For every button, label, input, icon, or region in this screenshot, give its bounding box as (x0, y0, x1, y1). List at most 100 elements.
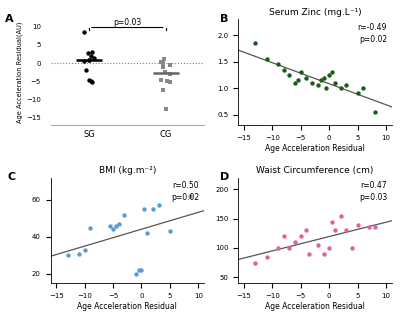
Point (354, 222, 361, 227)
Point (343, 228, 350, 233)
Point (332, 228, 338, 233)
Point (144, 231, 150, 236)
Point (158, 60, 164, 65)
Point (159, 64, 166, 69)
Point (343, 83, 350, 88)
X-axis label: Age Acceleration Residual: Age Acceleration Residual (77, 302, 177, 311)
Point (89, 49, 95, 54)
Point (138, 268, 145, 273)
Text: C: C (8, 172, 16, 182)
Point (298, 70, 304, 75)
Point (292, 80, 298, 85)
Point (161, 56, 168, 61)
Point (320, 75, 327, 80)
Point (372, 225, 378, 230)
Point (64, 253, 71, 258)
Title: BMI (kg.m⁻²): BMI (kg.m⁻²) (99, 167, 156, 175)
Point (167, 229, 173, 234)
Point (354, 91, 361, 96)
Point (157, 77, 164, 82)
Point (349, 245, 355, 250)
Point (110, 227, 116, 232)
Point (82, 247, 88, 252)
Point (121, 212, 128, 217)
Point (264, 254, 270, 259)
Point (91, 55, 97, 60)
Point (167, 63, 173, 68)
Point (318, 78, 324, 83)
Point (298, 234, 304, 239)
Point (360, 85, 366, 91)
Point (337, 213, 344, 218)
Point (88, 53, 94, 58)
Point (163, 106, 169, 111)
Point (141, 206, 148, 211)
Point (136, 268, 142, 273)
Point (83, 68, 90, 73)
Point (329, 219, 335, 224)
Point (116, 221, 122, 226)
Point (164, 79, 170, 84)
Point (372, 109, 378, 115)
Point (155, 203, 162, 208)
X-axis label: Age Acceleration Residual: Age Acceleration Residual (265, 144, 365, 152)
Point (320, 251, 327, 256)
Point (292, 240, 298, 245)
Point (160, 61, 166, 66)
Point (86, 58, 92, 63)
Text: p=0.03: p=0.03 (113, 18, 142, 27)
Point (81, 59, 88, 64)
Point (87, 225, 94, 230)
Y-axis label: Age Acceleration Residual(AU): Age Acceleration Residual(AU) (17, 21, 23, 123)
Point (303, 75, 310, 80)
Point (86, 77, 92, 82)
Point (315, 83, 321, 88)
Point (88, 78, 94, 83)
Point (89, 79, 96, 85)
Point (275, 245, 281, 250)
Point (332, 80, 338, 85)
Point (113, 223, 119, 228)
Text: p=0.03: p=0.03 (359, 193, 387, 203)
Point (85, 50, 92, 56)
Point (366, 225, 372, 230)
Point (280, 234, 287, 239)
Point (303, 228, 310, 233)
Point (323, 85, 330, 91)
Point (326, 72, 332, 78)
Point (326, 245, 332, 250)
Point (160, 88, 166, 93)
Point (162, 70, 168, 75)
Point (264, 56, 270, 62)
Point (107, 223, 114, 228)
Text: A: A (4, 14, 13, 24)
Point (315, 242, 321, 248)
Text: B: B (220, 14, 228, 24)
Point (81, 30, 88, 35)
Text: r=0.47: r=0.47 (360, 181, 387, 190)
Point (150, 206, 156, 211)
Point (167, 80, 174, 85)
Point (86, 57, 92, 62)
Text: r=0.50: r=0.50 (173, 181, 199, 190)
Text: D: D (220, 172, 229, 182)
Point (329, 70, 335, 75)
Text: p=0.02: p=0.02 (171, 193, 199, 203)
Point (286, 245, 293, 250)
Title: Waist Circumference (cm): Waist Circumference (cm) (256, 167, 374, 175)
Point (286, 72, 293, 78)
Point (76, 251, 82, 256)
Point (186, 194, 193, 199)
Text: p=0.02: p=0.02 (359, 35, 387, 44)
Point (252, 260, 258, 265)
Point (252, 41, 258, 46)
Point (337, 85, 344, 91)
Title: Serum Zinc (mg.L⁻¹): Serum Zinc (mg.L⁻¹) (269, 8, 361, 17)
Point (309, 80, 315, 85)
Text: r=-0.49: r=-0.49 (358, 23, 387, 32)
Point (133, 271, 139, 277)
Point (167, 71, 174, 77)
Point (295, 78, 301, 83)
X-axis label: Age Acceleration Residual: Age Acceleration Residual (265, 302, 365, 311)
Point (306, 251, 312, 256)
